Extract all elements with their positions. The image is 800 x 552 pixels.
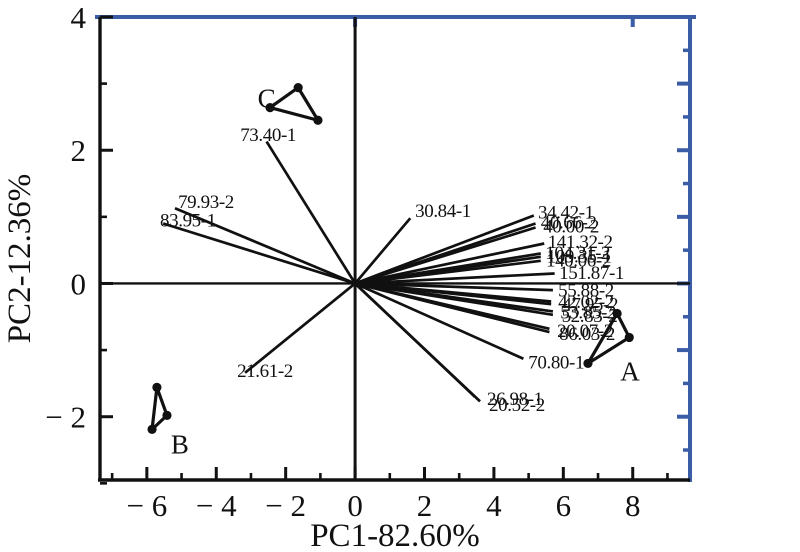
score-clusters: A B C <box>147 83 640 460</box>
y-tick-label: 0 <box>71 266 87 301</box>
loading-vector-label: 140.06-2 <box>546 250 611 271</box>
loading-vector-line <box>354 214 535 285</box>
loading-vector-label: 151.87-1 <box>559 263 624 284</box>
cluster-A-label: A <box>620 356 640 386</box>
loading-vector-label: 21.61-2 <box>237 361 293 382</box>
loading-vector-line <box>162 222 356 285</box>
loading-vector-label: 47.95-2 <box>562 294 618 315</box>
cluster-A-triangle <box>586 311 631 366</box>
score-point <box>612 308 622 319</box>
loading-vector-label: 83.95-1 <box>160 211 216 232</box>
loading-vector-line <box>354 226 536 285</box>
loading-vector-label: 141.32-2 <box>548 232 613 253</box>
loading-vector-label: 40.00-2 <box>543 217 599 238</box>
loading-vector-line <box>354 282 554 317</box>
loading-vector-label: 34.42-1 <box>538 203 594 224</box>
loading-vector-label: 53.85-2 <box>560 302 616 323</box>
score-point <box>583 358 593 369</box>
loading-vector-label: 20.52-2 <box>489 395 545 416</box>
score-point <box>162 410 172 420</box>
secondary-frame <box>95 15 696 482</box>
score-point <box>152 382 162 392</box>
loading-vector-line <box>244 282 356 374</box>
cluster-C-label: C <box>258 83 276 113</box>
loading-vector-label: 70.80-1 <box>528 352 584 373</box>
loading-vector-label: 52.83-2 <box>562 306 618 327</box>
loading-vector-label: 20.07-2 <box>557 321 613 342</box>
loading-vectors <box>162 140 555 403</box>
cluster-B-triangle <box>150 385 169 431</box>
loading-vector-label: 104.31-2 <box>545 243 610 264</box>
loading-vector-line <box>174 206 356 285</box>
x-tick-label: − 2 <box>265 488 306 523</box>
x-tick-label: 2 <box>417 488 433 523</box>
cluster-B-label: B <box>171 430 189 460</box>
x-tick-label: 6 <box>556 488 572 523</box>
y-tick-label: 4 <box>71 0 87 35</box>
loading-vector-line <box>354 282 481 403</box>
y-tick-label: 2 <box>71 133 87 168</box>
loading-vector-line <box>265 140 357 285</box>
loading-vector-line <box>354 282 550 334</box>
loading-vector-label: 86.03-2 <box>559 324 615 345</box>
score-point <box>313 115 323 125</box>
cluster-B <box>147 382 172 434</box>
loading-vector-label: 55.88-2 <box>558 280 614 301</box>
x-tick-label: − 4 <box>196 488 237 523</box>
tick-labels: − 6 − 4 − 2 0 2 4 6 8 − 2 0 2 4 <box>45 0 640 523</box>
x-tick-label: 4 <box>486 488 502 523</box>
loading-vector-label: 40.66-2 <box>541 213 597 234</box>
x-axis-title: PC1-82.60% <box>310 518 480 552</box>
score-point <box>147 424 157 434</box>
loading-vector-line <box>354 259 541 285</box>
loading-vector-label: 73.40-1 <box>240 125 296 146</box>
loading-vector-line <box>354 242 545 285</box>
cluster-C <box>265 83 323 125</box>
loading-vector-labels: 73.40-1 79.93-283.95-1 30.84-1 21.61-2 26.98… <box>160 125 624 416</box>
loading-vector-line <box>354 217 412 285</box>
cluster-A <box>583 308 634 369</box>
score-point <box>265 103 275 113</box>
cluster-C-triangle <box>268 86 320 122</box>
loading-vector-label: 42.02-2 <box>558 292 614 313</box>
loading-vector-label: 109.35-1 <box>547 246 612 267</box>
loading-vector-line <box>355 282 553 292</box>
score-point <box>293 83 303 93</box>
loading-vector-label: 30.84-1 <box>415 201 471 222</box>
y-axis-title: PC2-12.36% <box>2 174 38 344</box>
score-point <box>624 332 634 343</box>
y-tick-label: − 2 <box>45 400 86 435</box>
loading-vector-line <box>355 272 555 285</box>
x-tick-label: − 6 <box>126 488 167 523</box>
x-tick-label: 0 <box>347 488 363 523</box>
x-tick-label: 8 <box>625 488 641 523</box>
loading-vector-label: 26.98-1 <box>487 389 543 410</box>
loading-vector-label: 79.93-2 <box>178 192 234 213</box>
loading-vector-line <box>354 282 524 360</box>
